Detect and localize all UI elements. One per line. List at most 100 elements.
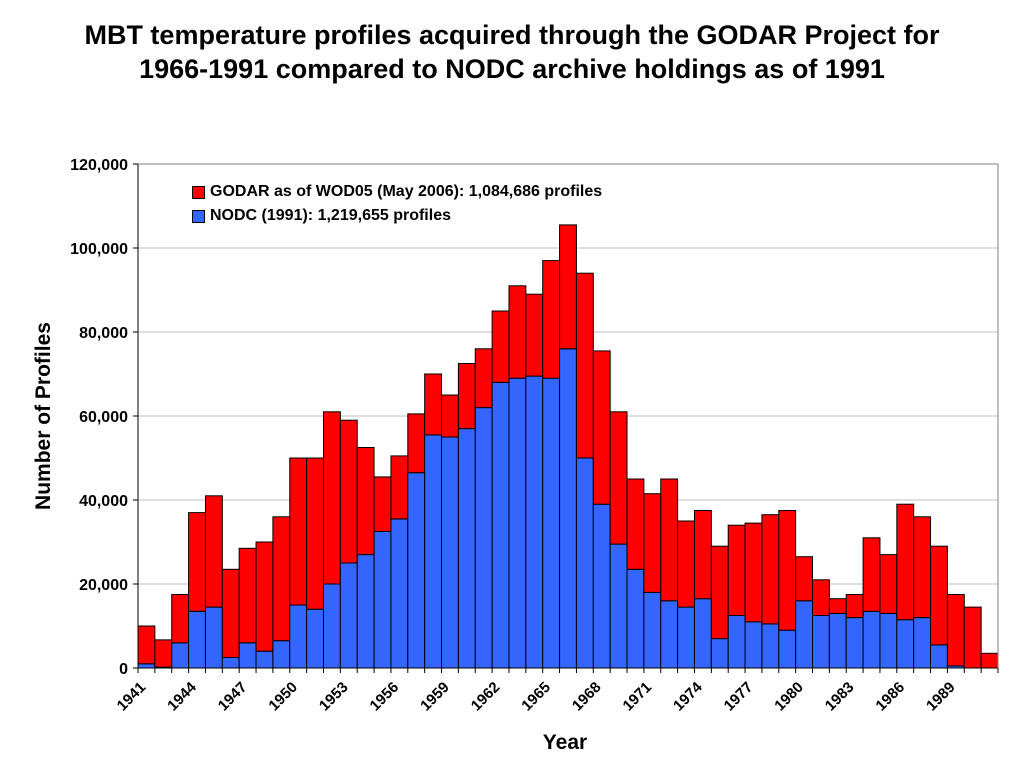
bar-godar <box>390 455 409 520</box>
bar-nodc <box>592 503 611 669</box>
bar-godar <box>322 411 341 585</box>
x-tick-label: 1971 <box>620 679 656 715</box>
bar-godar <box>592 350 611 505</box>
bar-nodc <box>188 610 206 669</box>
chart-title-line-2: 1966-1991 compared to NODC archive holdi… <box>139 54 885 84</box>
bar-godar <box>693 510 712 600</box>
bar-nodc <box>778 629 797 669</box>
bar-godar <box>272 516 291 642</box>
bar-godar <box>609 411 628 545</box>
bar-godar <box>441 394 459 438</box>
bar-godar <box>339 419 358 564</box>
chart-title: MBT temperature profiles acquired throug… <box>0 18 1024 86</box>
bar-godar <box>373 476 392 532</box>
x-tick-label: 1965 <box>518 679 554 715</box>
bar-nodc <box>828 612 847 669</box>
bar-godar <box>913 516 932 619</box>
bar-nodc <box>407 472 426 669</box>
bar-godar <box>188 512 206 612</box>
bar-nodc <box>710 638 729 669</box>
bar-nodc <box>626 568 645 669</box>
x-tick-label: 1980 <box>771 679 807 715</box>
x-tick-label: 1941 <box>114 679 150 715</box>
y-tick-label: 60,000 <box>79 409 128 426</box>
bar-godar <box>137 625 156 665</box>
bar-nodc <box>373 531 392 669</box>
bar-nodc <box>137 663 156 669</box>
bar-nodc <box>677 606 695 669</box>
bar-godar <box>778 510 797 631</box>
bar-godar <box>575 272 594 459</box>
bar-godar <box>491 310 510 383</box>
bar-nodc <box>727 615 746 669</box>
bar-nodc <box>609 543 628 669</box>
legend: GODAR as of WOD05 (May 2006): 1,084,686 … <box>192 180 602 228</box>
bar-nodc <box>575 457 594 669</box>
bar-nodc <box>390 518 409 669</box>
chart-title-line-1: MBT temperature profiles acquired throug… <box>84 20 940 50</box>
bar-nodc <box>913 617 932 669</box>
bar-godar <box>963 606 982 669</box>
bar-godar <box>289 457 308 606</box>
bar-godar <box>542 260 561 379</box>
bar-nodc <box>542 377 561 669</box>
bar-godar <box>946 594 965 667</box>
bar-nodc <box>862 610 881 669</box>
x-tick-label: 1944 <box>164 678 200 714</box>
bar-nodc <box>491 381 510 669</box>
bar-nodc <box>306 608 324 669</box>
bar-godar <box>660 478 679 602</box>
y-tick-label: 100,000 <box>70 241 128 258</box>
x-tick-label: 1947 <box>215 679 251 715</box>
bar-godar <box>862 537 881 612</box>
bar-nodc <box>845 617 864 669</box>
x-axis-title: Year <box>543 731 587 754</box>
bar-godar <box>154 639 173 668</box>
bar-nodc <box>441 436 459 669</box>
bar-godar <box>508 285 527 379</box>
bar-nodc <box>221 657 240 669</box>
bar-godar <box>474 348 493 409</box>
legend-item-godar: GODAR as of WOD05 (May 2006): 1,084,686 … <box>192 180 602 204</box>
bar-nodc <box>356 554 375 669</box>
bar-godar <box>171 594 190 644</box>
bar-godar <box>204 495 223 608</box>
bar-nodc <box>930 644 948 669</box>
bar-nodc <box>204 606 223 669</box>
x-tick-label: 1974 <box>670 678 706 714</box>
bar-nodc <box>693 598 712 669</box>
bar-nodc <box>272 640 291 669</box>
bar-godar <box>930 545 948 646</box>
bar-nodc <box>508 377 527 669</box>
bar-nodc <box>255 650 274 669</box>
bar-godar <box>238 547 257 644</box>
bar-nodc <box>559 348 577 669</box>
bar-godar <box>525 293 544 377</box>
bar-godar <box>643 493 662 593</box>
legend-swatch-godar <box>192 185 205 199</box>
y-tick-label: 20,000 <box>79 577 128 594</box>
bar-godar <box>761 514 780 625</box>
bar-nodc <box>322 583 341 669</box>
bar-godar <box>255 541 274 652</box>
bar-godar <box>879 554 898 614</box>
bar-godar <box>727 524 746 617</box>
y-tick-label: 120,000 <box>70 157 128 174</box>
bar-godar <box>221 568 240 658</box>
bar-godar <box>457 363 476 430</box>
bar-godar <box>407 413 426 474</box>
bar-godar <box>626 478 645 570</box>
x-tick-label: 1989 <box>923 679 959 715</box>
bar-godar <box>812 579 830 616</box>
bar-nodc <box>457 428 476 669</box>
bar-godar <box>424 373 443 436</box>
legend-label-godar: GODAR as of WOD05 (May 2006): 1,084,686 … <box>210 183 603 200</box>
bar-nodc <box>879 612 898 669</box>
bar-godar <box>845 594 864 619</box>
bar-nodc <box>812 615 830 669</box>
bar-godar <box>828 598 847 614</box>
x-tick-label: 1986 <box>872 679 908 715</box>
legend-item-nodc: NODC (1991): 1,219,655 profiles <box>192 204 602 228</box>
bar-godar <box>980 652 999 669</box>
